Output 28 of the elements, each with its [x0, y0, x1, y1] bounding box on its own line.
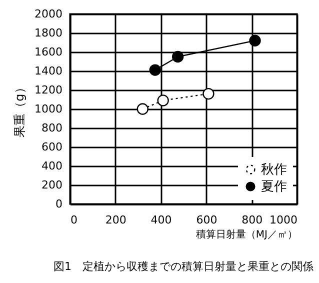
legend-label: 秋作 — [261, 162, 287, 178]
x-tick-label: 800 — [242, 214, 263, 226]
y-tick-label: 2000 — [34, 8, 62, 20]
x-tick-label: 600 — [196, 214, 218, 226]
y-tick-label: 400 — [42, 160, 62, 172]
y-tick-label: 1800 — [34, 26, 62, 40]
y-tick-label: 600 — [42, 140, 62, 154]
point — [249, 34, 261, 46]
y-tick-label: 1000 — [34, 102, 62, 116]
point — [172, 50, 184, 63]
point — [157, 94, 169, 106]
y-tick-label: 1600 — [34, 46, 62, 58]
x-tick-label: 400 — [150, 214, 172, 226]
y-axis-title: 果重（g） — [12, 82, 27, 138]
point — [136, 103, 148, 115]
legend-label: 夏作 — [261, 180, 287, 194]
x-tick-label: 0 — [70, 214, 78, 226]
text: 図1 定植から収穫までの積算日射量と果重との関係 — [54, 260, 314, 273]
x-tick-label: 1000 — [270, 214, 298, 226]
y-tick-label: 1200 — [34, 84, 62, 96]
y-tick-label: 200 — [42, 178, 62, 192]
point — [202, 88, 214, 100]
y-tick-label: 800 — [42, 122, 62, 134]
y-tick-label: 0 — [56, 198, 62, 210]
y-tick-label: 1400 — [34, 64, 62, 78]
point — [149, 64, 161, 76]
x-tick-label: 200 — [105, 214, 126, 226]
x-axis-title: 積算日射量（MJ／㎡） — [196, 228, 298, 240]
